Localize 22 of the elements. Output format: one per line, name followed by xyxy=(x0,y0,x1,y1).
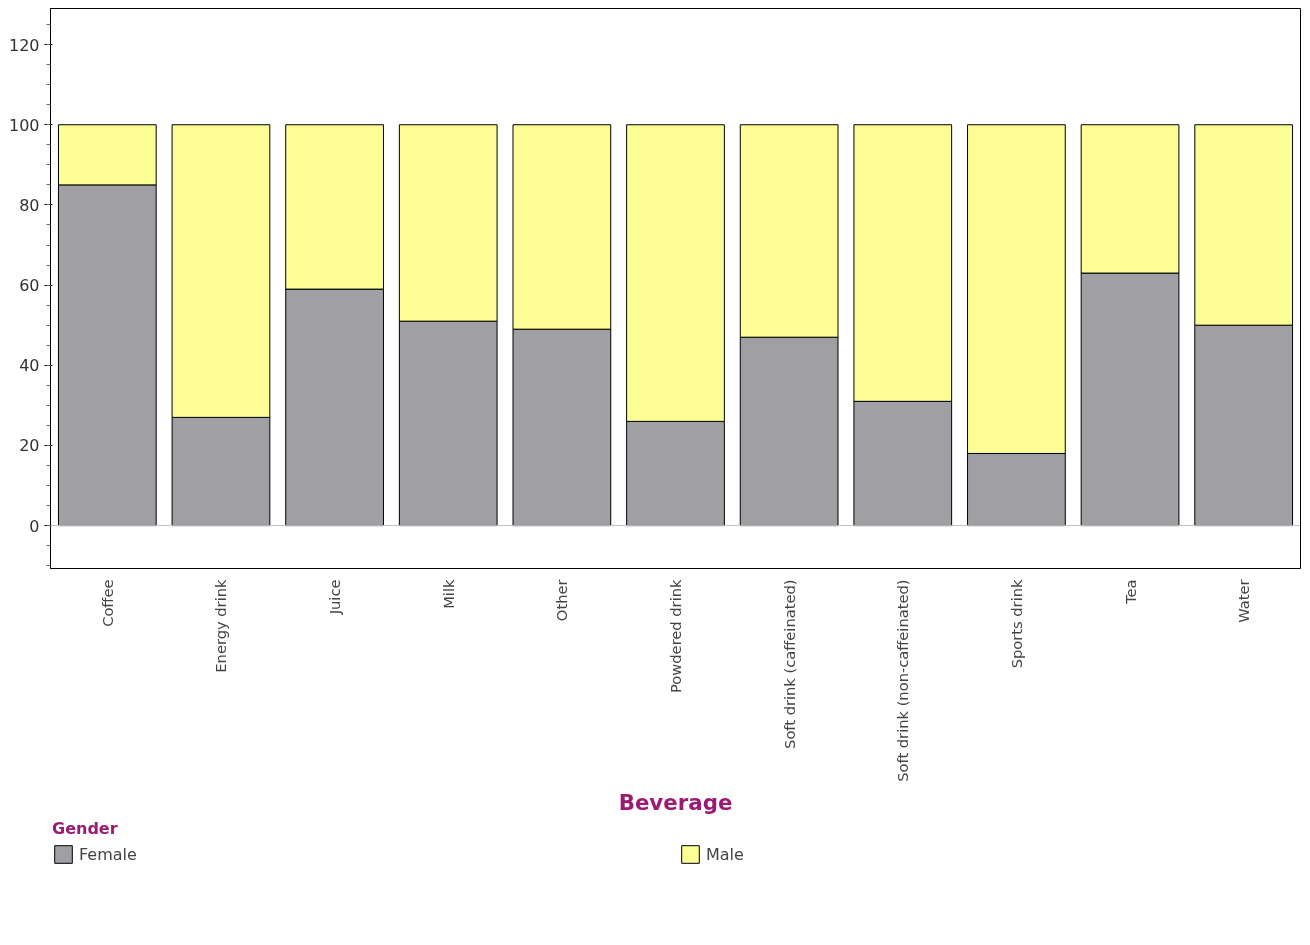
x-tick-label: Coffee xyxy=(98,579,116,627)
y-tick-label: 120 xyxy=(8,35,40,55)
x-tick-label: Powdered drink xyxy=(667,578,684,693)
y-tick-label: 60 xyxy=(19,276,40,296)
x-tick-label: Soft drink (non-caffeinated) xyxy=(894,579,912,782)
x-tick-label: Tea xyxy=(1121,579,1139,605)
x-tick-label: Energy drink xyxy=(212,578,230,673)
y-tick-label: 80 xyxy=(19,195,40,215)
x-tick-label: Milk xyxy=(439,578,457,609)
y-tick-label: 20 xyxy=(19,436,40,456)
y-tick-label: 100 xyxy=(8,115,40,135)
x-tick-label: Other xyxy=(553,578,571,622)
x-tick-label: Soft drink (caffeinated) xyxy=(780,579,798,749)
x-tick-label: Juice xyxy=(326,579,344,616)
legend-label: Male xyxy=(706,844,745,864)
x-tick-label: Water xyxy=(1235,578,1253,623)
y-tick-label: 0 xyxy=(29,516,40,536)
x-tick-label: Sports drink xyxy=(1007,578,1025,669)
y-tick-label: 40 xyxy=(19,356,40,376)
legend-label: Female xyxy=(79,844,138,864)
x-axis-title: Beverage xyxy=(618,789,733,815)
legend-title: Gender xyxy=(52,819,119,838)
